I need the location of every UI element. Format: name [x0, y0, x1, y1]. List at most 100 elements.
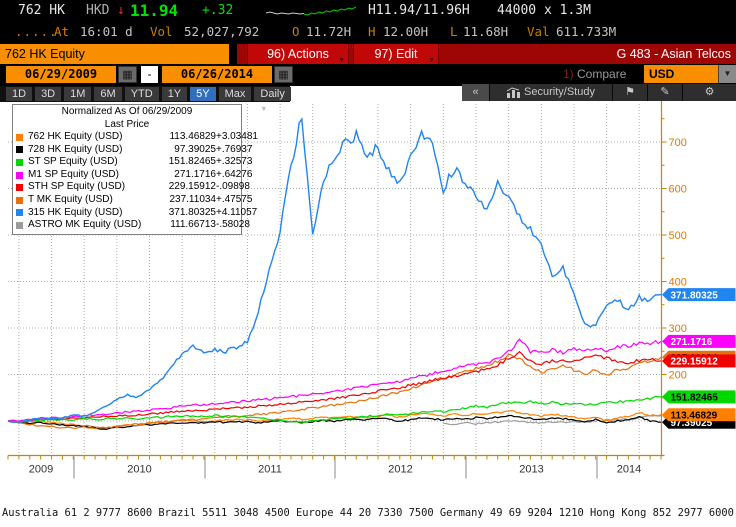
chart-title: G 483 - Asian Telcos [616, 47, 731, 61]
bar-chart-icon [507, 87, 521, 98]
last-price: 11.94 [130, 1, 179, 20]
draw-annotation-button[interactable]: ✎ [648, 84, 683, 101]
series-change: +3.03481 [216, 131, 258, 142]
y-axis-label: 600 [669, 184, 687, 196]
price-chip-label: 113.46829 [671, 411, 718, 422]
series-swatch [16, 221, 23, 229]
val-value: 611.733M [556, 24, 617, 39]
legend-item: ASTRO MK Equity (USD) 111.66713 -.58028 [16, 219, 250, 232]
y-axis-label: 200 [669, 370, 687, 382]
series-line-ST [7, 395, 661, 424]
legend-item: M1 SP Equity (USD) 271.1716 +.64276 [16, 168, 252, 182]
ticker-symbol: 762 HK [18, 3, 65, 18]
range-tab-6M[interactable]: 6M [94, 87, 122, 101]
security-study-button[interactable]: Security/Study [490, 84, 613, 101]
range-tab-1M[interactable]: 1M [64, 87, 92, 101]
chart-settings-button[interactable]: ⚙ [683, 84, 736, 101]
series-swatch [16, 158, 23, 166]
bid-ask: H11.94/11.96H [368, 3, 470, 18]
chevron-down-icon[interactable]: ▼ [718, 65, 736, 83]
flag-annotation-button[interactable]: ⚑ [613, 84, 648, 101]
series-last: 151.82465 [168, 156, 216, 168]
range-tab-1D[interactable]: 1D [6, 87, 33, 101]
legend-item: 728 HK Equity (USD) 97.39025 +.76937 [16, 144, 252, 157]
period-select[interactable]: Daily ▼ [254, 87, 291, 113]
price-chip-label: 151.82465 [671, 393, 719, 404]
series-last: 111.66713 [170, 219, 216, 231]
volume-label: Vol [150, 24, 173, 39]
bid-ask-size: 44000 x 1.3M [497, 3, 591, 18]
legend-subtitle: Last Price [104, 118, 150, 130]
open-value: 11.72H [306, 24, 352, 39]
series-name: M1 SP Equity (USD) [28, 168, 119, 180]
footer-phone-line: Australia 61 2 9777 8600 Brazil 5511 304… [2, 507, 734, 519]
price-chip-label: 371.80325 [671, 290, 719, 301]
price-change: +.32 [202, 3, 234, 18]
series-last: 237.11034 [169, 193, 216, 205]
range-tab-Max[interactable]: Max [218, 87, 252, 101]
price-chip-label: 229.15912 [671, 357, 719, 368]
legend-item: T MK Equity (USD) 237.11034 +.47575 [16, 193, 252, 207]
at-label: At [54, 24, 70, 39]
edit-button[interactable]: 97) Edit ▼ [353, 44, 439, 64]
range-tab-1Y[interactable]: 1Y [161, 87, 188, 101]
legend-item: 762 HK Equity (USD) 113.46829 +3.03481 [16, 131, 258, 144]
series-change: -.58028 [216, 219, 250, 231]
series-change: -.09898 [216, 181, 250, 193]
series-swatch [16, 196, 23, 204]
series-line-315 [7, 117, 662, 424]
price-chip [668, 354, 736, 368]
series-swatch [16, 146, 23, 154]
legend-item: 315 HK Equity (USD) 371.80325 +4.11057 [16, 206, 257, 220]
compare-button[interactable]: 1) Compare [563, 67, 627, 81]
high-label: H [368, 24, 376, 39]
collapse-button[interactable]: « [462, 84, 490, 101]
high-value: 12.00H [383, 24, 429, 39]
gear-icon: ⚙ [704, 86, 715, 98]
range-tab-3D[interactable]: 3D [35, 87, 62, 101]
x-axis-year-label: 2010 [127, 464, 151, 476]
intraday-sparkline [266, 6, 357, 16]
x-axis-year-label: 2014 [617, 464, 641, 476]
series-swatch [16, 171, 23, 179]
volume-value: 52,027,792 [184, 24, 260, 39]
date-separator: - [141, 66, 158, 83]
chart-toolbar: « Security/Study ⚑ ✎ ⚙ [462, 84, 736, 101]
chevron-down-icon: ▼ [338, 57, 345, 64]
security-ticker-bar[interactable]: 762 HK Equity [0, 44, 229, 64]
series-name: T MK Equity (USD) [28, 193, 113, 205]
actions-button[interactable]: 96) Actions ▼ [247, 44, 349, 64]
flag-icon: ⚑ [625, 86, 635, 98]
date-from-field[interactable]: 06/29/2009 [6, 66, 116, 83]
price-chip-arrow [662, 390, 669, 404]
series-line-M1 [7, 338, 662, 422]
val-label: Val [527, 24, 550, 39]
series-name: STH SP Equity (USD) [28, 181, 126, 193]
calendar-icon[interactable]: ▦ [274, 66, 293, 83]
series-name: ST SP Equity (USD) [28, 156, 118, 168]
menu-bar: 96) Actions ▼ 97) Edit ▼ G 483 - Asian T… [237, 44, 736, 64]
down-arrow-icon: ↓ [117, 3, 125, 18]
series-swatch [16, 209, 23, 217]
chart-legend: Normalized As Of 06/29/2009 Last Price 7… [12, 104, 258, 235]
price-chip-arrow [662, 408, 669, 422]
currency-code: HKD [86, 3, 110, 18]
series-name: 315 HK Equity (USD) [28, 206, 123, 218]
currency-select[interactable]: USD [644, 65, 718, 83]
series-last: 371.80325 [168, 206, 216, 218]
price-chip-arrow [662, 334, 669, 348]
series-change: +.32573 [216, 156, 253, 168]
x-axis-year-label: 2013 [519, 464, 543, 476]
date-to-field[interactable]: 06/26/2014 [162, 66, 272, 83]
series-last: 113.46829 [169, 131, 216, 142]
price-chip [668, 288, 736, 302]
series-swatch [16, 184, 23, 192]
calendar-icon[interactable]: ▦ [118, 66, 137, 83]
series-line-STH [7, 350, 662, 423]
range-tab-YTD[interactable]: YTD [124, 87, 159, 101]
price-chip-arrow [662, 354, 669, 368]
legend-item: ST SP Equity (USD) 151.82465 +.32573 [16, 156, 252, 169]
range-tab-5Y[interactable]: 5Y [190, 87, 216, 101]
range-tab-bar: 1D 3D 1M 6M YTD 1Y 5Y Max Daily ▼ [0, 86, 291, 113]
chevron-down-icon: ▼ [428, 57, 435, 64]
